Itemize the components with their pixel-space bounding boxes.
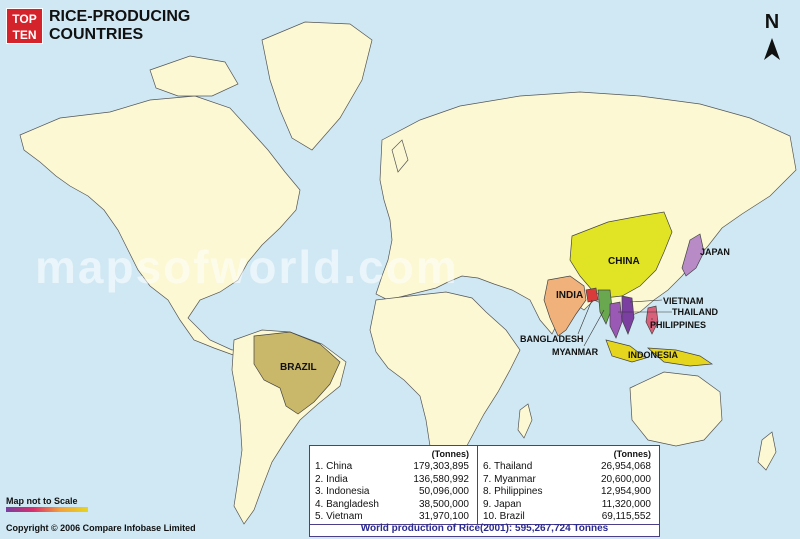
africa-landmass	[369, 291, 521, 471]
north-america-landmass	[19, 95, 301, 357]
myanmar-region	[597, 289, 613, 325]
india-region	[543, 275, 587, 337]
table-row: 5. Vietnam 31,970,100	[315, 511, 469, 524]
greenland-landmass	[261, 21, 373, 151]
label-japan: JAPAN	[700, 247, 730, 257]
label-bangladesh: BANGLADESH	[520, 334, 584, 344]
production-value: 50,096,000	[418, 486, 469, 497]
country-name: 1. China	[315, 461, 353, 472]
uk-islands	[391, 139, 409, 173]
table-column-right: (Tonnes) 6. Thailand 26,954,068 7. Myanma…	[478, 446, 659, 524]
indonesia-region-east	[646, 347, 714, 367]
canada-arctic-islands	[149, 55, 239, 97]
title-line-1: RICE-PRODUCING	[49, 8, 191, 25]
production-value: 11,320,000	[601, 498, 651, 510]
leader-myanmar	[583, 309, 605, 347]
top-ten-badge: TOP TEN	[6, 8, 43, 44]
europe-asia-landmass	[375, 91, 797, 335]
production-value: 31,970,100	[418, 511, 469, 522]
country-name: 6. Thailand	[483, 461, 533, 472]
china-region	[569, 211, 673, 299]
label-myanmar: MYANMAR	[552, 347, 599, 357]
country-name: 5. Vietnam	[315, 511, 363, 522]
map-title: RICE-PRODUCING COUNTRIES	[49, 8, 190, 44]
scale-bar	[6, 507, 88, 512]
country-name: 3. Indonesia	[315, 486, 370, 497]
new-zealand	[757, 431, 777, 471]
country-name: 8. Philippines	[483, 486, 543, 497]
table-row: 1. China 179,303,895	[315, 461, 469, 474]
table-row: 3. Indonesia 50,096,000	[315, 486, 469, 499]
watermark-text: mapsofworld.com	[35, 241, 459, 293]
label-thailand: THAILAND	[672, 307, 718, 317]
country-name: 10. Brazil	[483, 511, 525, 522]
production-table: (Tonnes) 1. China 179,303,895 2. India 136…	[309, 445, 660, 537]
brazil-region	[253, 331, 341, 415]
label-vietnam: VIETNAM	[663, 296, 704, 306]
scale-note: Map not to Scale	[6, 496, 78, 506]
table-row: 10. Brazil 69,115,552	[483, 511, 651, 524]
leader-bangladesh	[577, 299, 593, 335]
production-value: 20,600,000	[600, 473, 651, 485]
table-row: 4. Bangladesh 38,500,000	[315, 499, 469, 512]
table-row: 8. Philippines 12,954,900	[483, 486, 651, 499]
bangladesh-region	[585, 287, 599, 303]
production-value: 136,580,992	[413, 473, 469, 485]
table-divider	[310, 524, 659, 525]
label-china: CHINA	[608, 256, 640, 267]
unit-label-left: (Tonnes)	[431, 449, 469, 459]
table-row: 6. Thailand 26,954,068	[483, 461, 651, 474]
table-column-left: (Tonnes) 1. China 179,303,895 2. India 136…	[310, 446, 478, 524]
table-row: 7. Myanmar 20,600,000	[483, 474, 651, 487]
production-value: 26,954,068	[600, 461, 651, 472]
production-value: 69,115,552	[601, 511, 651, 522]
north-arrow	[764, 38, 780, 60]
japan-region	[681, 233, 705, 277]
world-production-total: World production of Rice(2001): 595,267,…	[360, 523, 609, 534]
title-line-2: COUNTRIES	[49, 26, 144, 43]
vietnam-region	[621, 295, 635, 335]
map-header: TOP TEN RICE-PRODUCING COUNTRIES	[6, 8, 190, 44]
country-name: 4. Bangladesh	[315, 498, 379, 510]
country-name: 7. Myanmar	[483, 473, 536, 485]
production-value: 179,303,895	[413, 461, 469, 472]
label-brazil: BRAZIL	[280, 362, 317, 373]
copyright-text: Copyright © 2006 Compare Infobase Limite…	[6, 523, 196, 533]
production-value: 38,500,000	[418, 498, 469, 510]
unit-label-right: (Tonnes)	[613, 449, 651, 459]
label-philippines: PHILIPPINES	[650, 320, 707, 330]
country-name: 9. Japan	[483, 498, 522, 510]
north-letter: N	[764, 11, 780, 33]
table-row: 2. India 136,580,992	[315, 474, 469, 487]
country-name: 2. India	[315, 473, 348, 485]
label-india: INDIA	[556, 290, 584, 301]
north-indicator: N	[760, 12, 784, 32]
thailand-region	[609, 301, 623, 339]
badge-line-2: TEN	[12, 28, 37, 42]
indonesia-region-west	[605, 339, 647, 363]
badge-line-1: TOP	[12, 12, 37, 26]
table-row: 9. Japan 11,320,000	[483, 499, 651, 512]
label-indonesia: INDONESIA	[628, 350, 679, 360]
madagascar	[517, 403, 533, 439]
australia-landmass	[629, 371, 723, 447]
production-value: 12,954,900	[600, 486, 651, 497]
leader-vietnam	[629, 299, 663, 303]
